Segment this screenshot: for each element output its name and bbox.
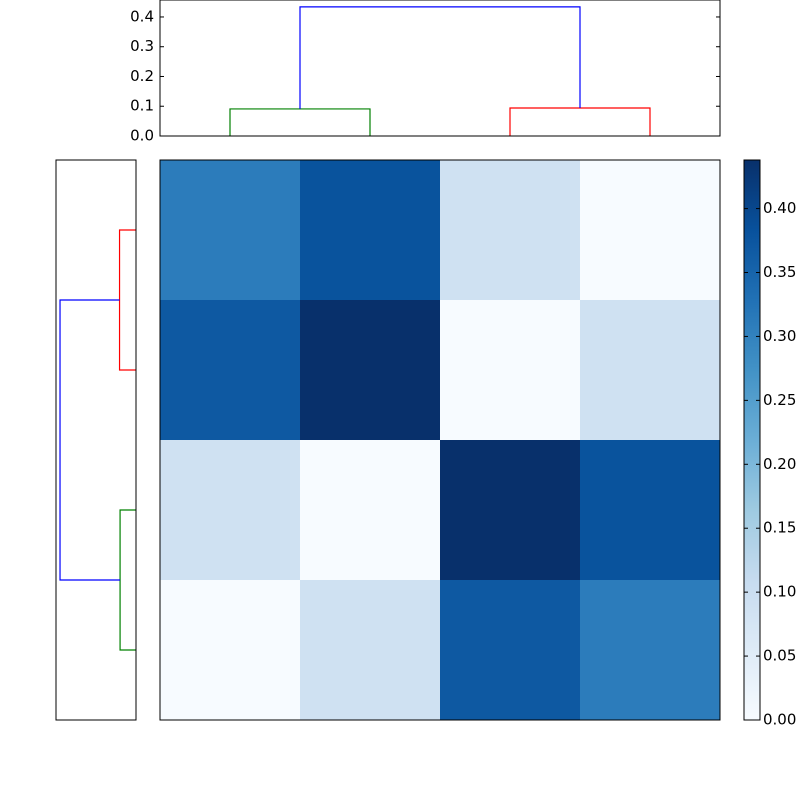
heatmap-cell xyxy=(440,440,581,581)
heatmap-cell xyxy=(160,300,301,441)
heatmap-cell xyxy=(300,440,441,581)
colorbar xyxy=(744,160,760,720)
heatmap-cell xyxy=(160,160,301,301)
heatmap-cell xyxy=(300,300,441,441)
dendrogram-link xyxy=(229,108,371,136)
dendrogram-link xyxy=(118,229,136,371)
top-dendrogram-frame xyxy=(159,0,721,137)
heatmap-cell xyxy=(440,580,581,721)
heatmap-cell xyxy=(300,160,441,301)
heatmap-cell xyxy=(440,160,581,301)
y-tick-label: 0.0 xyxy=(130,127,154,145)
colorbar-tick-label: 0.35 xyxy=(763,263,796,281)
left-dendrogram-frame xyxy=(55,159,137,721)
colorbar-tick-label: 0.15 xyxy=(763,519,796,537)
heatmap-cell xyxy=(580,160,721,301)
dendrogram-link xyxy=(509,107,651,136)
colorbar-tick-label: 0.25 xyxy=(763,391,796,409)
heatmap-frame xyxy=(159,159,721,721)
heatmap-cell xyxy=(580,440,721,581)
dendrogram-link xyxy=(119,509,136,651)
heatmap-cell xyxy=(440,300,581,441)
dendrogram-link xyxy=(299,6,581,109)
colorbar-tick-label: 0.10 xyxy=(763,583,796,601)
heatmap-cell xyxy=(300,580,441,721)
y-tick-label: 0.1 xyxy=(130,97,154,115)
heatmap-cell xyxy=(580,580,721,721)
y-tick-label: 0.2 xyxy=(130,67,154,85)
heatmap-cell xyxy=(160,440,301,581)
colorbar-tick-label: 0.05 xyxy=(763,647,796,665)
colorbar-frame xyxy=(743,159,761,721)
heatmap-cell xyxy=(160,580,301,721)
y-tick-label: 0.4 xyxy=(130,7,154,25)
dendrogram-link xyxy=(59,299,121,581)
heatmap-cell xyxy=(580,300,721,441)
colorbar-tick-label: 0.00 xyxy=(763,711,796,729)
y-tick-label: 0.3 xyxy=(130,37,154,55)
colorbar-tick-label: 0.30 xyxy=(763,327,796,345)
colorbar-tick-label: 0.20 xyxy=(763,455,796,473)
colorbar-tick-label: 0.40 xyxy=(763,199,796,217)
